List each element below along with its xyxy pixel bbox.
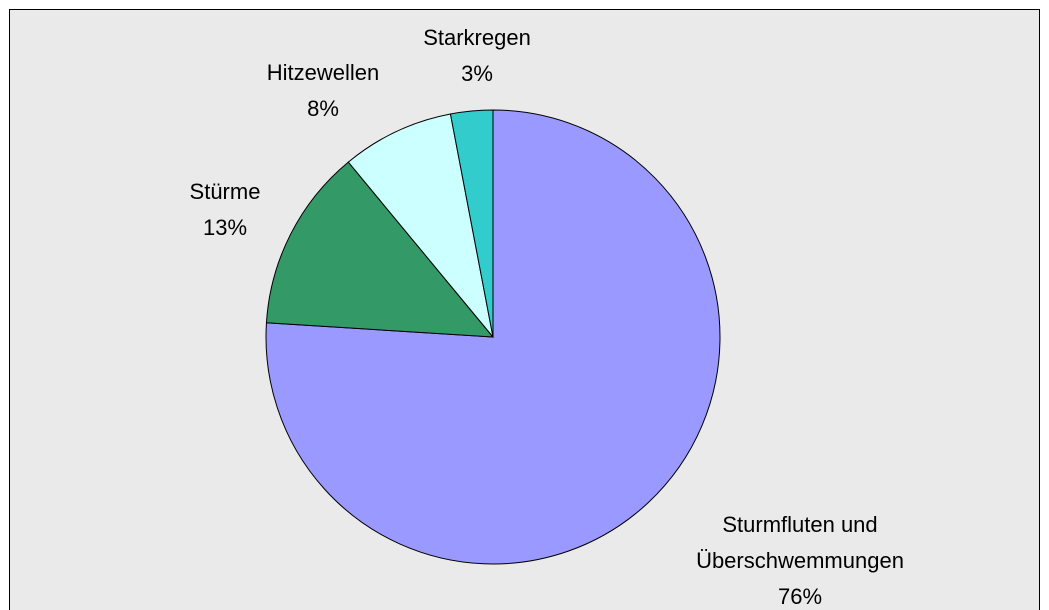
slice [347,113,494,338]
slice-label: Sturmfluten und Überschwemmungen 76% [670,507,930,610]
slice [449,109,494,338]
slices [265,109,721,565]
value-label: 13% [202,215,248,240]
category-label: Hitzewellen [266,60,380,85]
slice-label: Hitzewellen 8% [223,55,423,127]
value-label: 3% [461,61,493,86]
value-label: 76% [777,584,823,609]
slice-label: Starkregen 3% [377,20,577,92]
category-label: Stürme [189,179,261,204]
slice-label: Stürme 13% [125,174,325,246]
category-label: Sturmfluten und Überschwemmungen [696,512,904,573]
value-label: 8% [307,96,339,121]
slice [265,161,495,338]
category-label: Starkregen [423,25,531,50]
slice [265,109,721,565]
